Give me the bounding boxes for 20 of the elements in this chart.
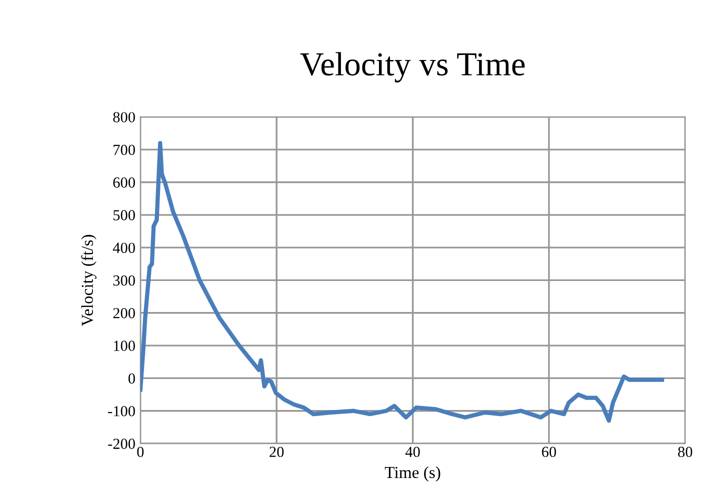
x-tick-label: 0 — [137, 446, 144, 458]
y-tick-label: 200 — [113, 308, 135, 318]
x-tick-label: 80 — [678, 446, 692, 458]
chart-title: Velocity vs Time — [300, 52, 525, 82]
y-tick-label: 0 — [128, 373, 135, 384]
y-tick-label: 800 — [113, 112, 135, 122]
y-tick-label: -100 — [108, 406, 135, 416]
x-axis-title: Time (s) — [384, 466, 440, 482]
y-tick-label: 300 — [113, 275, 135, 286]
y-tick-label: 100 — [114, 340, 135, 351]
y-axis-title: Velocity (ft/s) — [81, 234, 96, 326]
y-tick-label: 400 — [112, 242, 135, 254]
y-tick-label: 700 — [114, 144, 135, 156]
x-tick-label: 40 — [405, 446, 420, 458]
y-tick-label: 500 — [114, 210, 135, 220]
x-tick-label: 20 — [270, 446, 284, 458]
y-tick-label: -200 — [108, 438, 135, 449]
line-series — [140, 140, 664, 423]
y-tick-label: 600 — [113, 177, 135, 188]
x-tick-label: 60 — [542, 446, 556, 458]
